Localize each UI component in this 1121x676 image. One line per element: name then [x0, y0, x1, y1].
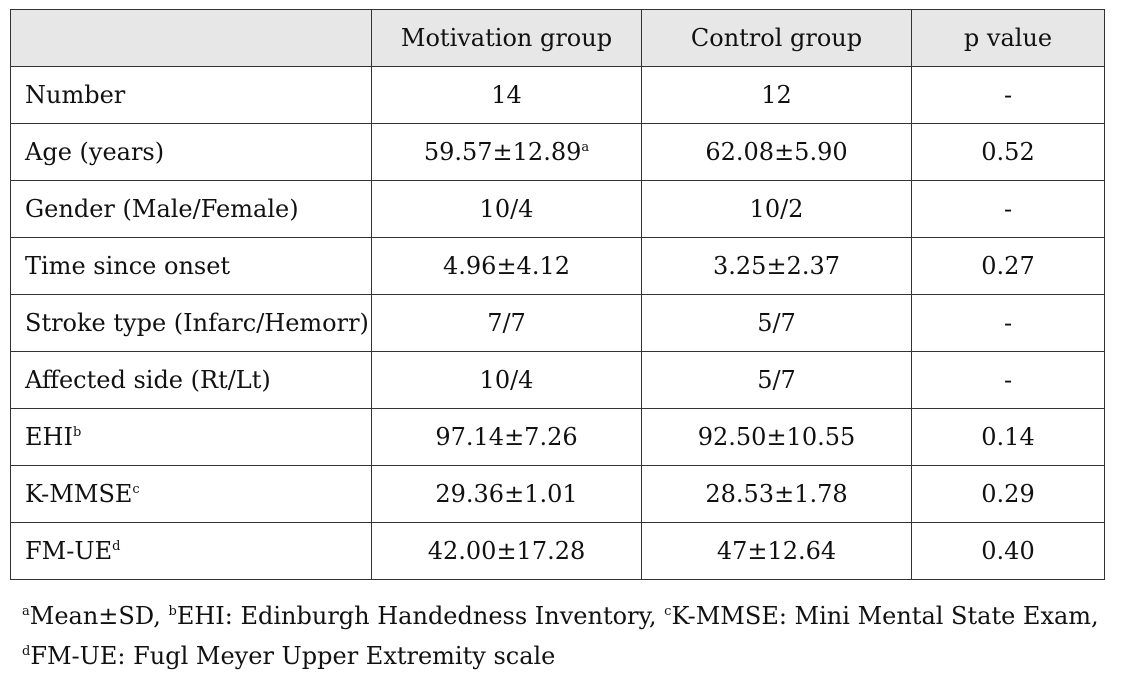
row-label-superscript: c — [132, 482, 140, 497]
motivation-value: 7/7 — [371, 294, 642, 352]
control-value: 62.08±5.90 — [641, 123, 912, 181]
motivation-value-text: 14 — [491, 81, 522, 109]
control-value: 92.50±10.55 — [641, 408, 912, 466]
table-footnote: aMean±SD, bEHI: Edinburgh Handedness Inv… — [22, 596, 1102, 676]
header-control-group: Control group — [641, 9, 912, 67]
table-row: Gender (Male/Female) 10/4 10/2 - — [10, 180, 1105, 238]
control-value: 12 — [641, 66, 912, 124]
footnote-superscript-c: c — [664, 604, 672, 619]
row-label-text: K-MMSE — [25, 480, 133, 508]
row-label-text: Affected side (Rt/Lt) — [25, 366, 271, 394]
table-row: FM-UEd 42.00±17.28 47±12.64 0.40 — [10, 522, 1105, 580]
row-label-text: Gender (Male/Female) — [25, 195, 299, 223]
footnote-ehi-definition: EHI: Edinburgh Handedness Inventory, — [176, 602, 665, 630]
row-label-text: EHI — [25, 423, 73, 451]
row-label-text: Age (years) — [25, 138, 165, 166]
header-p-value: p value — [911, 9, 1105, 67]
motivation-value-text: 10/4 — [479, 366, 534, 394]
table-body: Number 14 12 - Age (years) 59.57±12.89a … — [10, 66, 1105, 580]
header-row: Motivation group Control group p value — [10, 9, 1105, 67]
p-value: - — [911, 180, 1105, 238]
p-value: - — [911, 66, 1105, 124]
row-label-superscript: b — [72, 425, 82, 440]
p-value: - — [911, 351, 1105, 409]
motivation-value-text: 7/7 — [487, 309, 526, 337]
table-row: Age (years) 59.57±12.89a 62.08±5.90 0.52 — [10, 123, 1105, 181]
motivation-value: 59.57±12.89a — [371, 123, 642, 181]
row-label-fm-ue: FM-UEd — [10, 522, 372, 580]
motivation-value: 29.36±1.01 — [371, 465, 642, 523]
motivation-value-text: 59.57±12.89 — [423, 138, 582, 166]
footnote-k-mmse-definition: K-MMSE: Mini Mental State Exam, — [671, 602, 1099, 630]
row-label-text: Number — [25, 81, 126, 109]
control-value: 28.53±1.78 — [641, 465, 912, 523]
footnote-superscript-a: a — [22, 604, 30, 619]
header-empty-cell — [10, 9, 372, 67]
demographics-table: Motivation group Control group p value N… — [10, 9, 1105, 580]
p-value: - — [911, 294, 1105, 352]
table-row: Time since onset 4.96±4.12 3.25±2.37 0.2… — [10, 237, 1105, 295]
control-value: 3.25±2.37 — [641, 237, 912, 295]
row-label-ehi: EHIb — [10, 408, 372, 466]
motivation-value-text: 4.96±4.12 — [443, 252, 570, 280]
row-label-k-mmse: K-MMSEc — [10, 465, 372, 523]
motivation-value: 4.96±4.12 — [371, 237, 642, 295]
row-label-stroke-type: Stroke type (Infarc/Hemorr) — [10, 294, 372, 352]
motivation-value-text: 97.14±7.26 — [435, 423, 578, 451]
p-value: 0.40 — [911, 522, 1105, 580]
table-row: Number 14 12 - — [10, 66, 1105, 124]
row-label-superscript: d — [112, 539, 121, 554]
motivation-value-text: 10/4 — [479, 195, 534, 223]
control-value: 47±12.64 — [641, 522, 912, 580]
row-label-gender: Gender (Male/Female) — [10, 180, 372, 238]
p-value: 0.52 — [911, 123, 1105, 181]
row-label-text: Stroke type (Infarc/Hemorr) — [25, 309, 369, 337]
footnote-line-1: aMean±SD, bEHI: Edinburgh Handedness Inv… — [22, 596, 1102, 636]
motivation-value-text: 42.00±17.28 — [427, 537, 586, 565]
p-value: 0.14 — [911, 408, 1105, 466]
motivation-superscript: a — [581, 140, 590, 155]
motivation-value: 10/4 — [371, 351, 642, 409]
table-row: K-MMSEc 29.36±1.01 28.53±1.78 0.29 — [10, 465, 1105, 523]
row-label-time-since-onset: Time since onset — [10, 237, 372, 295]
row-label-number: Number — [10, 66, 372, 124]
footnote-mean-sd: Mean±SD, — [29, 602, 169, 630]
footnote-fm-ue-definition: FM-UE: Fugl Meyer Upper Extremity scale — [30, 642, 556, 670]
table-header: Motivation group Control group p value — [10, 9, 1105, 67]
control-value: 5/7 — [641, 294, 912, 352]
motivation-value: 10/4 — [371, 180, 642, 238]
p-value: 0.29 — [911, 465, 1105, 523]
p-value: 0.27 — [911, 237, 1105, 295]
row-label-age: Age (years) — [10, 123, 372, 181]
motivation-value: 14 — [371, 66, 642, 124]
footnote-superscript-d: d — [22, 644, 31, 659]
row-label-text: FM-UE — [25, 537, 113, 565]
demographics-table-container: Motivation group Control group p value N… — [10, 9, 1105, 580]
footnote-line-2: dFM-UE: Fugl Meyer Upper Extremity scale — [22, 636, 1102, 676]
control-value: 5/7 — [641, 351, 912, 409]
motivation-value: 42.00±17.28 — [371, 522, 642, 580]
row-label-affected-side: Affected side (Rt/Lt) — [10, 351, 372, 409]
row-label-text: Time since onset — [25, 252, 231, 280]
table-row: Stroke type (Infarc/Hemorr) 7/7 5/7 - — [10, 294, 1105, 352]
header-motivation-group: Motivation group — [371, 9, 642, 67]
footnote-superscript-b: b — [168, 604, 177, 619]
table-row: EHIb 97.14±7.26 92.50±10.55 0.14 — [10, 408, 1105, 466]
motivation-value-text: 29.36±1.01 — [435, 480, 578, 508]
table-row: Affected side (Rt/Lt) 10/4 5/7 - — [10, 351, 1105, 409]
motivation-value: 97.14±7.26 — [371, 408, 642, 466]
control-value: 10/2 — [641, 180, 912, 238]
